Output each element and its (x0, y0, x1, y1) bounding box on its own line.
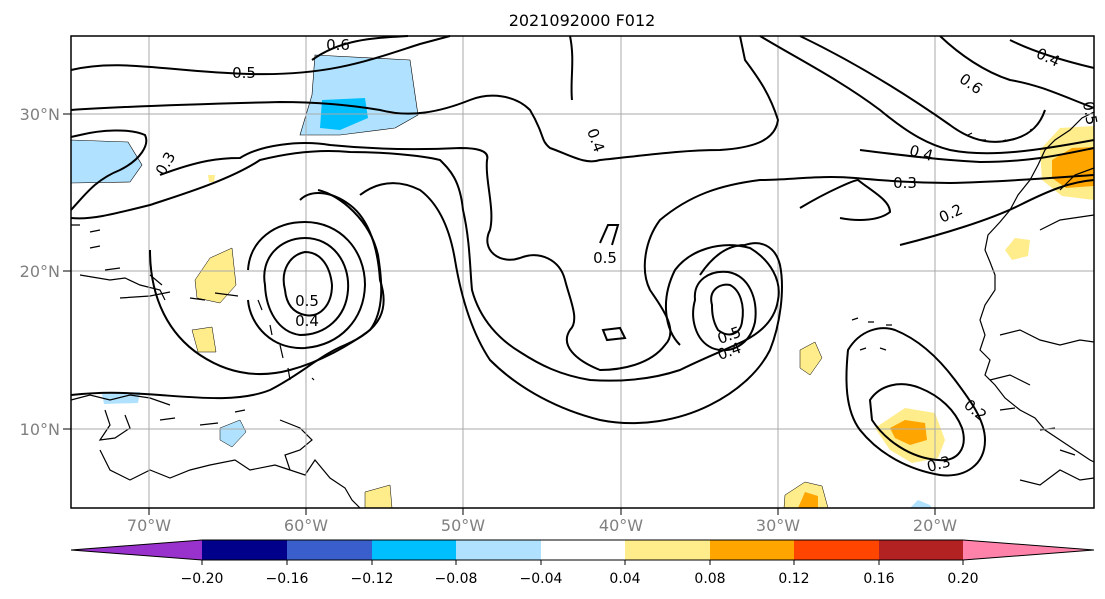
colorbar-segment (202, 540, 287, 560)
coastline-cape-verde (851, 317, 892, 351)
colorbar-extend-high (963, 540, 1094, 560)
colorbar-tick-label: −0.04 (520, 571, 563, 587)
contour-middle-loop-east (692, 270, 757, 352)
contour-lines (70, 35, 1095, 477)
lat-label: 20°N (20, 262, 60, 281)
contour-label: 0.4 (295, 312, 319, 330)
colorbar-segment (541, 540, 625, 560)
contour-0-2-main (70, 182, 783, 425)
contour-0-6-east (799, 35, 1046, 143)
shade-orange (890, 420, 927, 445)
colorbar-segment (710, 540, 794, 560)
shade-orange (798, 492, 818, 508)
shade-yellow (799, 341, 823, 376)
contour-0-4-north-west-lobe (569, 35, 574, 101)
colorbar-tick-label: 0.20 (947, 571, 978, 587)
colorbar-tick-label: −0.12 (351, 571, 394, 587)
longitude-labels: 70°W 60°W 50°W 40°W 30°W 20°W (127, 508, 957, 535)
colorbar-segment (287, 540, 372, 560)
colorbar-segment (879, 540, 963, 560)
colorbar-segment (372, 540, 456, 560)
colorbar-tick-label: −0.16 (266, 571, 309, 587)
colorbar-segment (625, 540, 710, 560)
contour-label: 0.6 (326, 36, 350, 54)
shade-yellow (208, 175, 215, 182)
contour-label: 0.5 (593, 249, 617, 267)
contour-0-3-africa-loop (868, 383, 965, 462)
colorbar-tick-label: −0.08 (435, 571, 478, 587)
shade-light-blue (299, 54, 419, 136)
contour-0-4-east-lower (859, 147, 1095, 164)
lon-label: 30°W (756, 516, 800, 535)
contour-label: 0.5 (232, 64, 256, 82)
shade-yellow (1005, 238, 1030, 260)
lon-label: 60°W (284, 516, 328, 535)
colorbar-segment (456, 540, 541, 560)
lat-label: 10°N (20, 420, 60, 439)
colorbar-tick-label: 0.12 (778, 571, 809, 587)
colorbar-tick-label: 0.16 (863, 571, 894, 587)
shaded-areas (70, 54, 1094, 509)
coastline-south-america (70, 394, 361, 509)
coastline-antilles (257, 299, 315, 381)
contour-0-5-west (149, 189, 383, 376)
colorbar-extend-low (71, 540, 202, 560)
shade-yellow (191, 326, 217, 353)
lon-label: 70°W (127, 516, 171, 535)
contour-0-2-east (799, 178, 1095, 246)
lon-label: 20°W (913, 516, 957, 535)
map-title: 2021092000 F012 (509, 11, 656, 30)
contour-label: 0.3 (893, 174, 917, 192)
colorbar: −0.20 −0.16 −0.12 −0.08 −0.04 0.04 0.08 … (70, 539, 1095, 587)
map-frame (70, 35, 1095, 509)
contour-middle-loop-west (263, 236, 350, 337)
lon-label: 50°W (441, 516, 485, 535)
contour-0-2-africa-loop (845, 327, 987, 477)
contour-0-4-main (159, 142, 856, 372)
latitude-labels: 30°N 20°N 10°N (20, 105, 71, 439)
contour-small-hook (599, 224, 620, 246)
map-panel: 0.6 0.5 0.4 0.3 0.4 0.6 0.5 0.4 0.3 0.2 … (70, 35, 1101, 509)
colorbar-tick-label: 0.04 (609, 571, 640, 587)
colorbar-tick-label: −0.20 (181, 571, 224, 587)
contour-small-box (601, 326, 627, 342)
shade-light-blue (219, 419, 247, 448)
colorbar-segment (794, 540, 879, 560)
contour-inner-loop-west (282, 250, 334, 317)
contour-inner-loop-east (710, 283, 744, 336)
contour-0-3-north (70, 129, 148, 211)
contour-label: 0.3 (925, 452, 953, 476)
contour-label: 0.5 (295, 292, 319, 310)
shade-light-blue (910, 500, 932, 508)
contour-label: 0.5 (1079, 100, 1101, 127)
contour-0-3-east (854, 174, 1095, 185)
contour-0-5-north (70, 35, 451, 76)
contour-0-3-main (70, 149, 780, 382)
lon-label: 40°W (599, 516, 643, 535)
contour-label: 0.4 (907, 141, 935, 165)
coastlines (70, 111, 1095, 509)
coastline-africa (979, 111, 1095, 463)
contour-0-4-east (939, 35, 1095, 109)
lat-label: 30°N (20, 105, 60, 124)
contour-outer-loop-west (247, 220, 367, 350)
contour-0-5-east (759, 35, 1095, 155)
colorbar-ticks (201, 560, 964, 565)
contour-0-4-north (70, 35, 780, 163)
colorbar-tick-label: 0.08 (694, 571, 725, 587)
coastline-caribbean (71, 224, 239, 301)
shade-yellow (194, 247, 237, 304)
